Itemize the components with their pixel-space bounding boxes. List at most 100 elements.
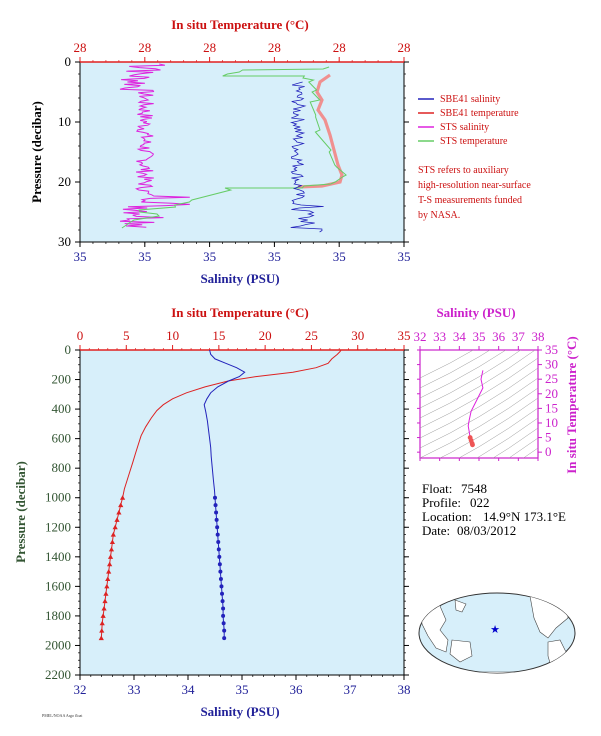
top-plot-area [79,61,405,243]
footer-credit: PMEL/NOAA Argo float [42,713,83,718]
temperature-marker [101,605,107,611]
temperature-marker [99,620,105,626]
ts-density-contour [492,427,538,458]
ts-density-contour [420,367,538,439]
top-temp-tick-label: 28 [138,40,151,55]
bottom-pressure-tick-label: 2000 [45,637,71,652]
float-location-star-icon: ★ [490,624,500,636]
ts-density-contour [439,397,538,458]
temperature-marker [107,561,113,567]
map-australia-landmass [449,639,473,663]
ts-temp-tick-label: 15 [545,400,558,415]
sbe41-salinity-line [289,81,324,233]
temperature-marker [114,517,120,522]
bottom-temp-tick-label: 20 [259,328,272,343]
legend-sts-temperature: STS temperature [440,136,508,147]
sbe41-temperature-line [297,73,344,189]
salinity-marker [222,636,227,641]
top-pressure-tick-label: 10 [58,114,71,129]
salinity-marker [215,525,220,530]
salinity-marker [218,569,223,574]
sts-note-line-3: T-S measurements funded [418,195,522,206]
temperature-marker [98,635,104,641]
legend-sts-salinity: STS salinity [440,122,489,133]
salinity-marker [214,517,219,522]
bottom-temp-tick-label: 10 [166,328,179,343]
float-info: Float: 7548 Profile: 022 Location: 14.9°… [422,481,566,538]
bottom-pressure-tick-label: 0 [65,342,72,357]
salinity-marker [220,599,225,604]
ts-plot-area [419,349,539,459]
bottom-plot-area [79,349,405,676]
sts-note-line-1: STS refers to auxiliary [418,165,509,176]
ts-sal-tick-label: 33 [433,329,446,344]
bottom-temp-tick-label: 15 [212,328,225,343]
bottom-temp-tick-label: 5 [123,328,130,343]
ts-temp-tick-label: 25 [545,371,558,386]
ts-density-contours [420,350,538,458]
date-label: Date: [422,523,450,538]
float-label: Float: [422,481,452,496]
top-temp-tick-label: 28 [203,40,216,55]
top-temp-tick-label: 28 [333,40,346,55]
bottom-sal-tick-label: 38 [398,682,411,697]
ts-sal-tick-label: 32 [414,329,427,344]
ts-density-contour [508,437,538,458]
ts-density-contour [458,407,538,458]
bottom-pressure-tick-label: 800 [52,460,72,475]
world-map: ★ [418,592,576,674]
top-panel-salinity-label: Salinity (PSU) [200,271,279,286]
location-label: Location: [422,509,472,524]
profile-label: Profile: [422,495,461,510]
salinity-marker [220,591,225,596]
temperature-marker [102,598,108,604]
ts-density-contour [420,387,538,458]
bottom-panel-pressure-label: Pressure (decibar) [13,461,28,563]
top-temp-tick-label: 28 [268,40,281,55]
top-pressure-tick-label: 0 [65,54,72,69]
top-sal-tick-label: 35 [333,249,346,264]
salinity-marker [217,554,222,559]
temperature-marker [112,524,118,530]
top-legend: SBE41 salinity SBE41 temperature STS sal… [418,94,519,147]
top-ticks: 28 35 28 35 28 35 28 35 28 35 28 35 0 10 20 30 [58,40,411,264]
temperature-marker [116,509,122,515]
bottom-sal-tick-label: 36 [290,682,304,697]
bottom-pressure-tick-label: 1000 [45,490,71,505]
top-pressure-tick-label: 30 [58,234,71,249]
bottom-temp-tick-label: 0 [77,328,84,343]
ts-density-contour [420,357,538,429]
bottom-pressure-tick-label: 1400 [45,549,71,564]
sts-temperature-line [121,66,347,229]
bottom-panel-temperature-label: In situ Temperature (°C) [171,305,309,320]
ts-density-contour [476,417,538,458]
salinity-marker [215,532,220,537]
bottom-sal-tick-label: 35 [236,682,249,697]
map-japan-landmass [454,599,467,613]
bottom-sal-tick-label: 34 [182,682,196,697]
top-sal-tick-label: 35 [203,249,216,264]
bottom-ticks: 0 5 10 15 20 25 30 35 32 33 34 35 36 37 38 0 200 400 600 80… [45,328,411,697]
ts-salinity-label: Salinity (PSU) [436,305,515,320]
bottom-pressure-tick-label: 200 [52,372,72,387]
ts-temp-tick-label: 0 [545,444,552,459]
profile-value: 022 [470,495,490,510]
ts-density-contour [420,350,507,399]
legend-sbe41-temperature: SBE41 temperature [440,108,519,119]
salinity-marker [221,613,226,618]
top-pressure-tick-label: 20 [58,174,71,189]
salinity-marker [216,547,221,552]
ts-density-contour [420,350,522,409]
legend-sbe41-salinity: SBE41 salinity [440,94,500,105]
ts-density-contour [523,447,538,458]
bottom-temp-tick-label: 30 [351,328,364,343]
ts-sal-tick-label: 34 [453,329,467,344]
temperature-marker [106,568,112,574]
top-sal-tick-label: 35 [74,249,87,264]
bottom-sal-tick-label: 32 [74,682,87,697]
bottom-temp-tick-label: 25 [305,328,318,343]
top-sal-tick-label: 35 [398,249,411,264]
ts-temp-tick-label: 30 [545,357,558,372]
